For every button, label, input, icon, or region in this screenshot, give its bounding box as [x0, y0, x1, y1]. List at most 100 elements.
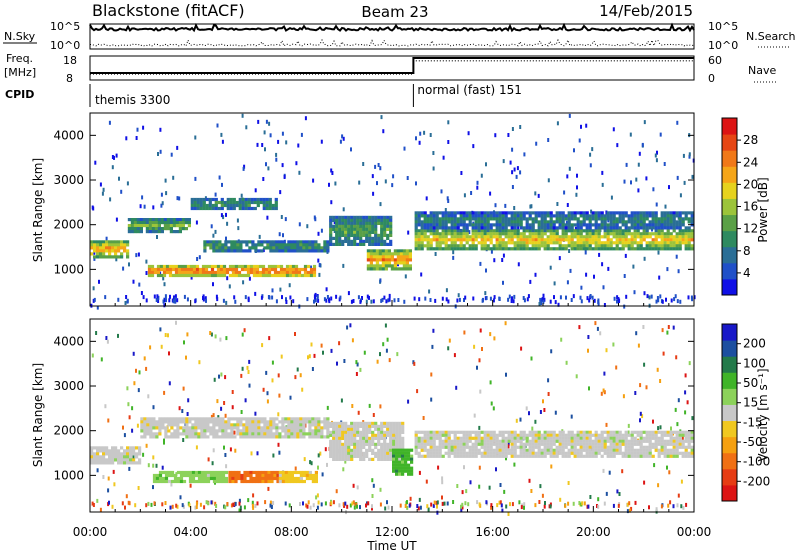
near-range-pixel: [121, 501, 124, 506]
echo-cell: [438, 232, 442, 236]
echo-cell: [249, 470, 253, 475]
scatter-pixel: [163, 390, 166, 395]
echo-cell: [630, 241, 634, 245]
near-range-pixel: [657, 298, 660, 303]
echo-cell: [311, 240, 315, 244]
echo-cell: [420, 211, 424, 215]
echo-cell: [528, 238, 532, 242]
echo-cell: [287, 470, 291, 475]
scatter-pixel: [194, 505, 197, 510]
echo-cell: [263, 435, 267, 439]
echo-cell: [365, 448, 369, 452]
scatter-pixel: [99, 182, 102, 187]
echo-cell: [157, 224, 161, 228]
echo-cell: [353, 430, 357, 434]
echo-cell: [274, 206, 278, 211]
scatter-pixel: [418, 497, 421, 502]
near-range-pixel: [365, 503, 367, 508]
echo-cell: [504, 232, 508, 236]
scatter-pixel: [261, 343, 264, 348]
echo-cell: [591, 238, 595, 242]
echo-cell: [296, 243, 300, 247]
echo-cell: [170, 479, 175, 484]
echo-cell: [253, 200, 257, 205]
echo-cell: [222, 264, 227, 269]
echo-cell: [302, 432, 306, 436]
echo-cell: [564, 229, 568, 233]
echo-cell: [380, 457, 384, 461]
echo-cell: [489, 451, 493, 455]
near-range-pixel: [613, 296, 616, 301]
echo-cell: [591, 229, 595, 233]
near-range-pixel: [153, 294, 156, 299]
echo-cell: [329, 451, 333, 455]
echo-cell: [344, 430, 348, 434]
echo-cell: [540, 220, 544, 224]
echo-cell: [435, 445, 439, 449]
echo-cell: [380, 421, 384, 425]
echo-cell: [353, 233, 357, 237]
echo-cell: [588, 451, 592, 455]
echo-cell: [208, 200, 212, 205]
echo-cell: [170, 417, 174, 421]
echo-cell: [306, 273, 311, 278]
echo-cell: [666, 451, 670, 455]
scatter-pixel: [245, 125, 248, 130]
echo-cell: [594, 451, 598, 455]
echo-cell: [287, 435, 291, 439]
scatter-pixel: [272, 501, 275, 505]
echo-cell: [474, 244, 478, 248]
echo-cell: [528, 247, 532, 251]
echo-cell: [341, 230, 345, 234]
scatter-pixel: [372, 483, 375, 488]
scatter-pixel: [478, 465, 481, 470]
scatter-pixel: [529, 279, 532, 284]
echo-cell: [426, 223, 430, 227]
echo-cell: [621, 454, 625, 458]
echo-cell: [627, 442, 631, 446]
echo-cell: [618, 433, 622, 437]
echo-cell: [329, 239, 333, 243]
echo-cell: [624, 235, 628, 239]
echo-cell: [164, 476, 169, 481]
echo-cell: [642, 217, 646, 221]
echo-cell: [251, 420, 255, 424]
echo-cell: [465, 238, 469, 242]
echo-cell: [555, 448, 559, 452]
echo-cell: [675, 238, 679, 242]
echo-cell: [371, 433, 375, 437]
echo-cell: [218, 249, 222, 253]
scatter-pixel: [434, 252, 437, 256]
echo-cell: [672, 445, 676, 449]
near-range-pixel: [372, 299, 375, 304]
echo-cell: [215, 243, 219, 247]
echo-cell: [477, 214, 481, 218]
echo-cell: [254, 429, 258, 433]
echo-cell: [567, 226, 571, 230]
echo-cell: [308, 473, 312, 478]
echo-cell: [684, 451, 688, 455]
echo-cell: [495, 220, 499, 224]
echo-cell: [274, 203, 278, 208]
echo-cell: [162, 267, 167, 272]
scatter-pixel: [468, 230, 471, 235]
echo-cell: [525, 451, 529, 455]
echo-cell: [654, 433, 658, 437]
echo-cell: [194, 420, 198, 424]
echo-cell: [450, 217, 454, 221]
near-range-pixel: [463, 298, 465, 302]
scatter-pixel: [534, 191, 537, 196]
echo-cell: [525, 223, 529, 227]
echo-cell: [317, 246, 321, 250]
scatter-pixel: [261, 143, 264, 147]
echo-cell: [410, 460, 414, 464]
echo-cell: [678, 211, 682, 215]
echo-cell: [281, 243, 285, 247]
echo-cell: [516, 211, 520, 215]
echo-cell: [501, 451, 505, 455]
echo-cell: [579, 448, 583, 452]
echo-cell: [540, 436, 544, 440]
echo-cell: [504, 451, 508, 455]
echo-cell: [630, 217, 634, 221]
